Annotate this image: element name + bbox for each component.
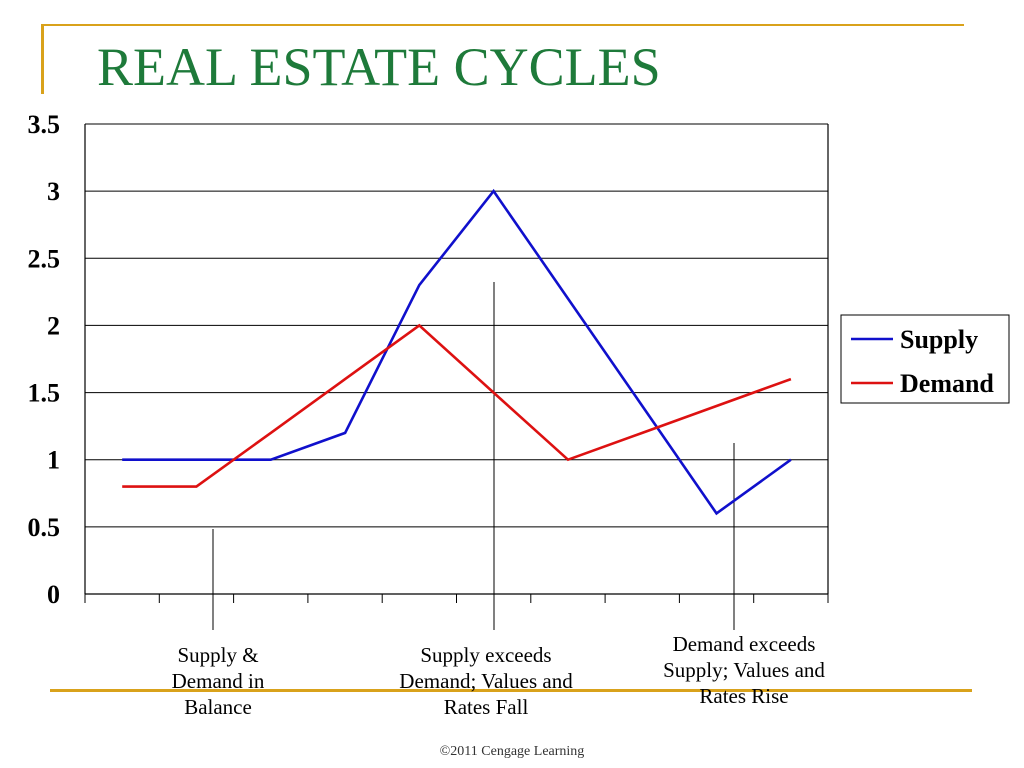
legend-label-demand: Demand (900, 369, 994, 398)
annotation-supply-exceeds-line-1: Supply exceeds (420, 643, 552, 667)
y-tick-label: 2.5 (28, 244, 61, 273)
annotation-balance-line-3: Balance (184, 695, 252, 719)
annotation-balance-line-2: Demand in (171, 669, 265, 693)
series-line-supply (122, 188, 792, 516)
annotation-supply-exceeds: Supply exceeds Demand; Values and Rates … (366, 642, 606, 720)
slide-title: REAL ESTATE CYCLES (97, 37, 661, 97)
y-tick-label: 3.5 (28, 110, 61, 139)
y-tick-label: 1.5 (28, 379, 61, 408)
y-tick-label: 0 (47, 580, 60, 609)
bottom-rule (50, 689, 972, 692)
y-tick-label: 0.5 (28, 513, 61, 542)
annotation-balance-line-1: Supply & (177, 643, 259, 667)
series-line-demand (122, 323, 792, 488)
title-bar-vertical (41, 24, 44, 94)
legend-box (840, 314, 1010, 404)
y-tick-label: 3 (47, 177, 60, 206)
y-tick-label: 1 (47, 446, 60, 475)
annotation-demand-exceeds: Demand exceeds Supply; Values and Rates … (628, 631, 860, 709)
title-bar-horizontal (41, 24, 964, 26)
legend-label-supply: Supply (900, 325, 978, 354)
annotation-demand-exceeds-line-2: Supply; Values and (663, 658, 825, 682)
annotation-balance: Supply & Demand in Balance (128, 642, 308, 720)
y-tick-label: 2 (47, 311, 60, 340)
copyright-footer: ©2011 Cengage Learning (439, 744, 585, 759)
annotation-demand-exceeds-line-3: Rates Rise (699, 684, 789, 708)
annotation-supply-exceeds-line-2: Demand; Values and (399, 669, 573, 693)
annotation-supply-exceeds-line-3: Rates Fall (443, 695, 529, 719)
annotation-demand-exceeds-line-1: Demand exceeds (672, 632, 816, 656)
